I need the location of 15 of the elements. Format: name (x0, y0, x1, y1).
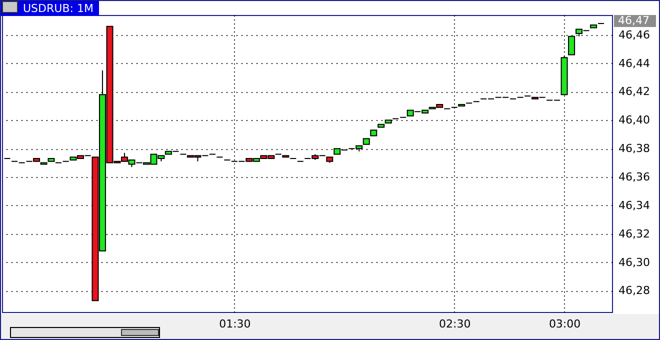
y-tick-label: 46,32 (618, 227, 650, 240)
y-tick-label: 46,30 (618, 256, 650, 269)
y-tick-label: 46,46 (618, 28, 650, 42)
x-tick-label: 02:30 (438, 318, 471, 330)
text: 46,47 (618, 14, 650, 27)
y-tick-label: 46,34 (618, 198, 650, 212)
y-tick-label: 46,40 (618, 114, 650, 127)
y-tick-label: 46,36 (618, 170, 650, 184)
y-tick-label: 46,44 (618, 56, 650, 70)
x-tick-label: 01:30 (219, 318, 251, 330)
y-tick-label: 46,28 (618, 284, 650, 298)
y-tick-label: 46,42 (618, 85, 650, 98)
x-tick-label: 03:00 (548, 318, 581, 330)
chart-title: USDRUB: 1M (1, 1, 100, 16)
y-tick-label: 46,38 (618, 142, 650, 156)
